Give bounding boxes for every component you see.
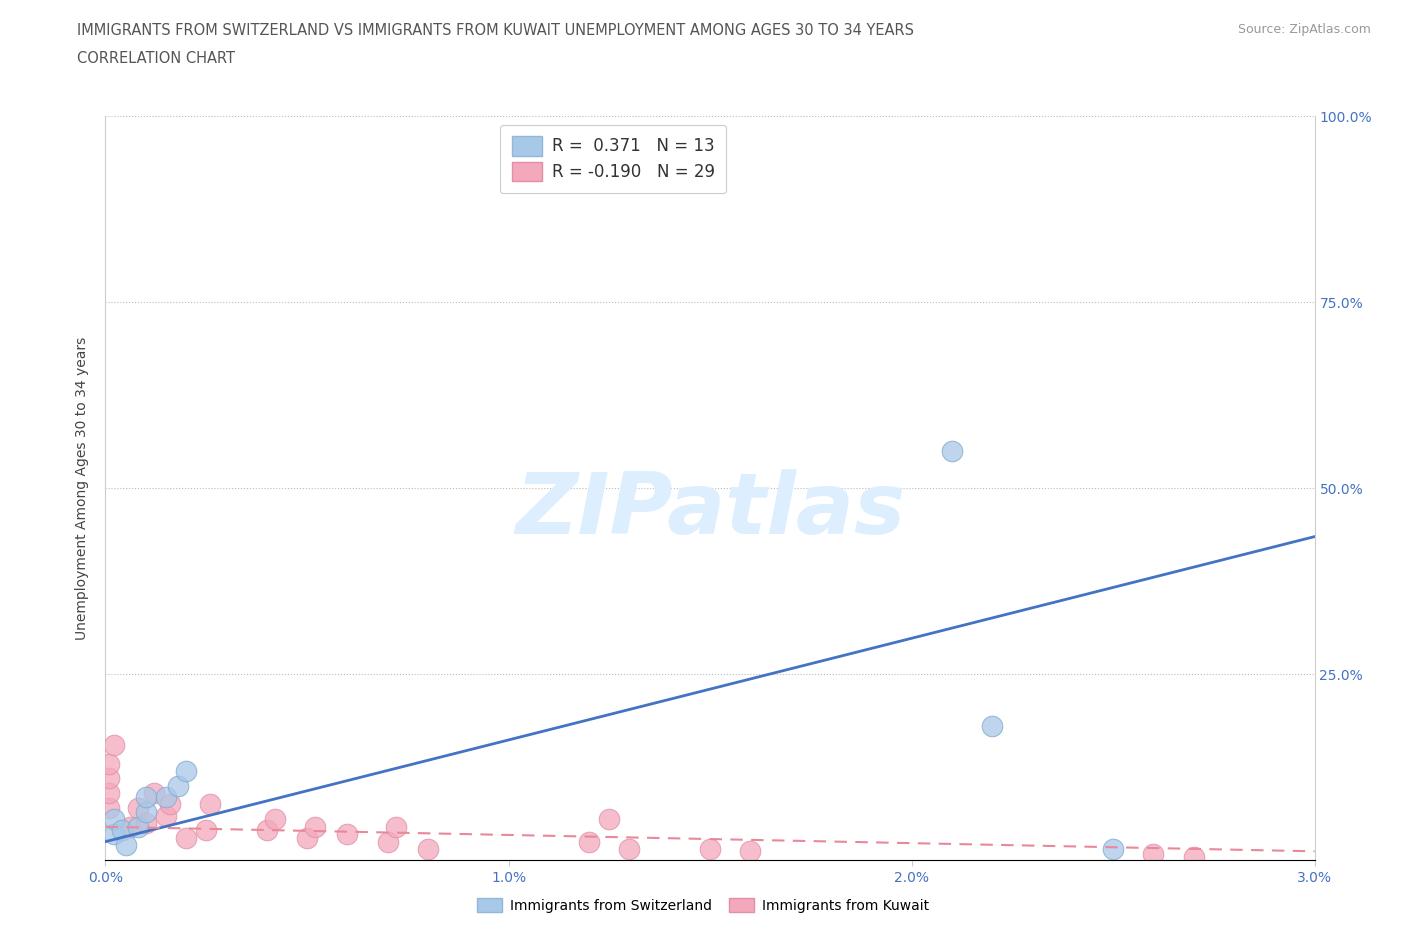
Point — [1142, 847, 1164, 862]
Text: ZIPatlas: ZIPatlas — [515, 469, 905, 552]
Point — [142, 786, 165, 801]
Text: CORRELATION CHART: CORRELATION CHART — [77, 51, 235, 66]
Point — [578, 834, 600, 849]
Point — [103, 827, 125, 842]
Point — [167, 778, 190, 793]
Point — [295, 830, 318, 845]
Point — [135, 790, 157, 804]
Text: Source: ZipAtlas.com: Source: ZipAtlas.com — [1237, 23, 1371, 36]
Point — [981, 719, 1004, 734]
Legend: R =  0.371   N = 13, R = -0.190   N = 29: R = 0.371 N = 13, R = -0.190 N = 29 — [501, 125, 727, 193]
Point — [103, 737, 125, 752]
Legend: Immigrants from Switzerland, Immigrants from Kuwait: Immigrants from Switzerland, Immigrants … — [471, 893, 935, 919]
Point — [98, 801, 121, 816]
Point — [941, 444, 963, 458]
Point — [336, 827, 359, 842]
Point — [377, 834, 399, 849]
Point — [155, 790, 177, 804]
Point — [174, 830, 197, 845]
Point — [135, 816, 157, 830]
Point — [619, 842, 641, 857]
Point — [256, 823, 278, 838]
Point — [200, 797, 222, 812]
Point — [118, 819, 141, 834]
Point — [98, 756, 121, 771]
Point — [174, 764, 197, 778]
Point — [110, 823, 132, 838]
Point — [384, 819, 406, 834]
Point — [155, 808, 177, 823]
Text: IMMIGRANTS FROM SWITZERLAND VS IMMIGRANTS FROM KUWAIT UNEMPLOYMENT AMONG AGES 30: IMMIGRANTS FROM SWITZERLAND VS IMMIGRANT… — [77, 23, 914, 38]
Y-axis label: Unemployment Among Ages 30 to 34 years: Unemployment Among Ages 30 to 34 years — [76, 337, 90, 640]
Point — [114, 838, 136, 853]
Point — [304, 819, 326, 834]
Point — [263, 812, 285, 827]
Point — [135, 804, 157, 819]
Point — [127, 801, 149, 816]
Point — [1102, 842, 1125, 857]
Point — [740, 844, 762, 858]
Point — [98, 786, 121, 801]
Point — [103, 812, 125, 827]
Point — [1182, 849, 1205, 864]
Point — [127, 819, 149, 834]
Point — [159, 797, 181, 812]
Point — [195, 823, 218, 838]
Point — [598, 812, 620, 827]
Point — [699, 842, 721, 857]
Point — [416, 842, 439, 857]
Point — [98, 771, 121, 786]
